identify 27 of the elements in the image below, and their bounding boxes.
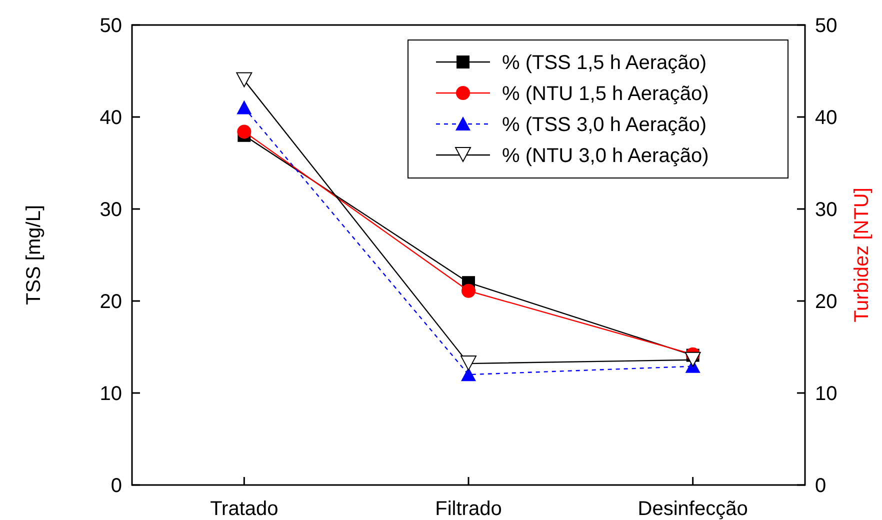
legend-label: % (TSS 1,5 h Aeração) xyxy=(502,52,707,74)
legend-label: % (TSS 3,0 h Aeração) xyxy=(502,114,707,136)
y-tick-label: 10 xyxy=(100,383,122,405)
y-tick-label: 50 xyxy=(100,15,122,37)
legend-label: % (NTU 3,0 h Aeração) xyxy=(502,145,709,167)
y2-tick-label: 20 xyxy=(815,291,838,313)
y-tick-label: 40 xyxy=(100,107,122,129)
x-tick-label: Desinfecção xyxy=(638,498,748,520)
y2-tick-label: 0 xyxy=(815,475,826,497)
y-tick-label: 30 xyxy=(100,199,122,221)
y-axis-title: TSS [mg/L] xyxy=(23,204,45,306)
legend-label: % (NTU 1,5 h Aeração) xyxy=(502,83,709,105)
point xyxy=(236,100,252,114)
point xyxy=(462,284,476,298)
point xyxy=(684,352,701,367)
x-tick-label: Tratado xyxy=(210,498,278,520)
y2-tick-label: 30 xyxy=(815,199,838,221)
y-tick-label: 0 xyxy=(110,475,122,497)
y2-tick-label: 40 xyxy=(815,107,838,129)
y-tick-label: 20 xyxy=(100,291,122,313)
y2-axis-title: Turbidez [NTU] xyxy=(851,188,873,322)
y2-tick-label: 10 xyxy=(815,383,838,405)
point xyxy=(237,124,252,139)
y2-tick-label: 50 xyxy=(815,15,838,37)
point xyxy=(460,356,476,371)
point xyxy=(461,367,476,382)
x-tick-label: Filtrado xyxy=(435,498,502,520)
